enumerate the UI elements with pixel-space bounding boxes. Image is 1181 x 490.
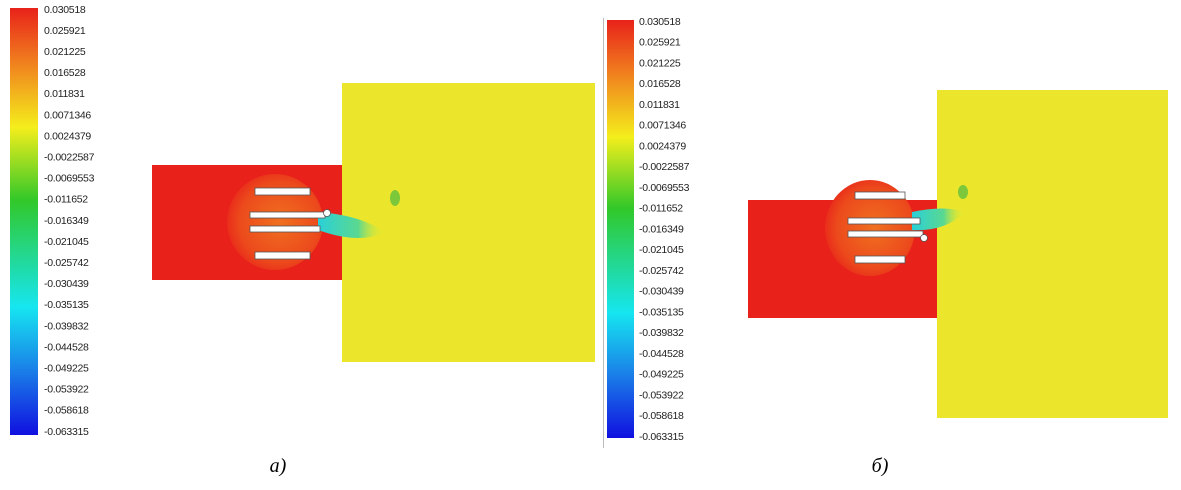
colorbar-label: -0.035135 [44,299,89,311]
colorbar-label: -0.025742 [639,265,684,277]
colorbar-label: -0.011652 [639,203,683,215]
colorbar-label: -0.053922 [639,389,684,401]
vortex [958,185,968,199]
colorbar-label: 0.016528 [639,78,681,90]
colorbar-label: 0.030518 [639,16,681,28]
colorbar-label: -0.021045 [639,244,684,256]
colorbar-label: -0.049225 [44,362,89,374]
panel-a [10,8,595,435]
vortex [390,190,400,206]
caption: б) [872,455,889,477]
colorbar-label: -0.044528 [639,348,684,360]
colorbar-label: -0.0022587 [44,151,95,163]
colorbar-label: -0.063315 [44,426,89,438]
caption: а) [270,455,287,477]
colorbar-label: 0.016528 [44,67,86,79]
colorbar-label: -0.039832 [639,327,684,339]
colorbar-label: 0.0024379 [44,130,91,142]
colorbar-label: -0.016349 [639,223,684,235]
colorbar [607,20,634,438]
colorbar-label: -0.063315 [639,431,684,443]
colorbar-label: -0.0069553 [639,182,690,194]
outlet-region [937,90,1168,418]
colorbar-label: -0.049225 [639,369,684,381]
colorbar-label: 0.025921 [639,37,681,49]
colorbar-label: 0.0024379 [639,140,686,152]
frame [603,18,604,448]
figure: 0.030518 0.025921 0.021225 0.016528 0.011831… [0,0,1181,490]
colorbar-label: 0.030518 [44,4,86,16]
colorbar-label: -0.044528 [44,341,89,353]
colorbar-label: -0.058618 [44,405,89,417]
panel-b [603,18,1168,448]
colorbar-label: -0.0022587 [639,161,690,173]
colorbar-label: -0.030439 [639,286,684,298]
colorbar-label: -0.011652 [44,194,88,206]
colorbar-label: 0.011831 [639,99,680,111]
colorbar-label: -0.025742 [44,257,89,269]
colorbar-label: -0.053922 [44,384,89,396]
colorbar-label: 0.011831 [44,88,85,100]
colorbar-label: -0.035135 [639,306,684,318]
colorbar-label: 0.0071346 [639,120,686,132]
colorbar-label: -0.016349 [44,215,89,227]
colorbar-label: 0.0071346 [44,109,91,121]
colorbar-label: 0.021225 [44,46,86,58]
colorbar-label: -0.030439 [44,278,89,290]
colorbar [10,8,38,435]
colorbar-label: 0.025921 [44,25,86,37]
colorbar-label: -0.039832 [44,320,89,332]
colorbar-label: -0.058618 [639,410,684,422]
colorbar-label: -0.021045 [44,236,89,248]
colorbar-label: 0.021225 [639,57,681,69]
outlet-region [342,83,595,362]
colorbar-label: -0.0069553 [44,173,95,185]
